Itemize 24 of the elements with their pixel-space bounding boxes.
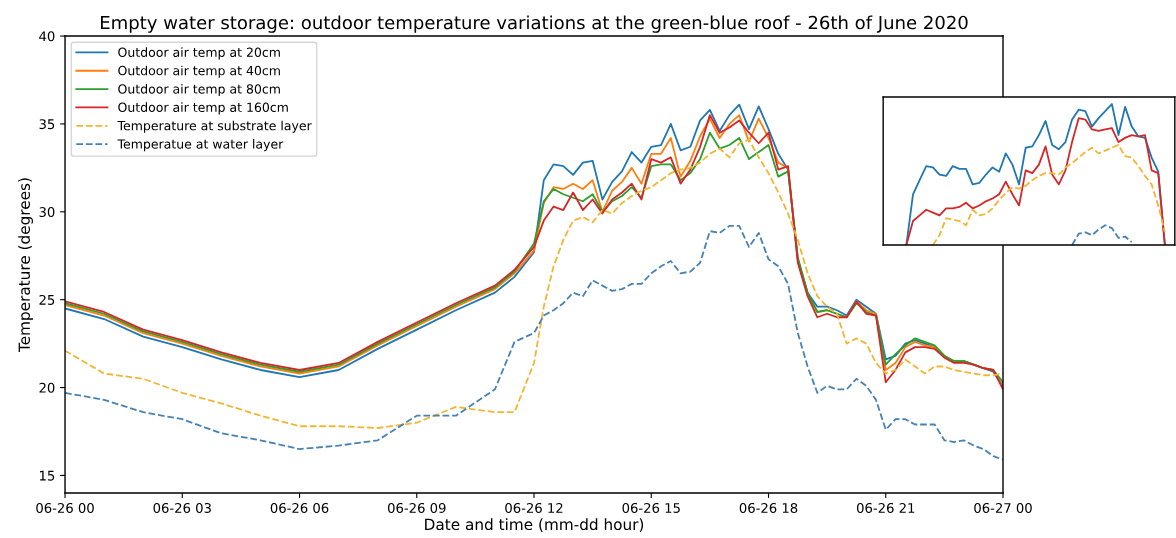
chart-title: Empty water storage: outdoor temperature variations at the green-blue roof - 26th of June 2020: [101, 15, 968, 33]
legend-label: Temperatue at water layer: [117, 139, 284, 152]
x-axis-title: Date and time (mm-dd hour): [425, 518, 644, 532]
x-tick-label: 06-26 00: [36, 502, 94, 513]
x-tick-label: 06-26 09: [387, 502, 446, 513]
legend-label: Outdoor air temp at 40cm: [118, 65, 280, 78]
y-tick-label: 30: [39, 207, 55, 218]
x-tick-label: 06-26 21: [856, 502, 915, 513]
y-tick-label: 20: [39, 382, 55, 393]
x-tick-label: 06-26 15: [622, 502, 680, 513]
legend-label: Outdoor air temp at 80cm: [118, 83, 280, 97]
x-tick-label: 06-27 00: [974, 502, 1032, 513]
x-tick-label: 06-26 03: [153, 502, 211, 513]
x-tick-label: 06-26 06: [270, 502, 329, 513]
legend-label: Outdoor air temp at 160cm: [118, 102, 288, 115]
y-tick-label: 25: [39, 294, 55, 305]
y-tick-label: 35: [39, 119, 55, 130]
y-tick-label: 40: [39, 31, 55, 42]
y-tick-label: 15: [39, 470, 55, 481]
x-tick-label: 06-26 18: [739, 502, 798, 513]
x-tick-label: 06-26 12: [505, 502, 563, 513]
legend-label: Outdoor air temp at 20cm: [118, 47, 280, 60]
y-axis-title: Temperature (degrees): [18, 178, 33, 353]
legend-label: Temperature at substrate layer: [117, 120, 312, 133]
